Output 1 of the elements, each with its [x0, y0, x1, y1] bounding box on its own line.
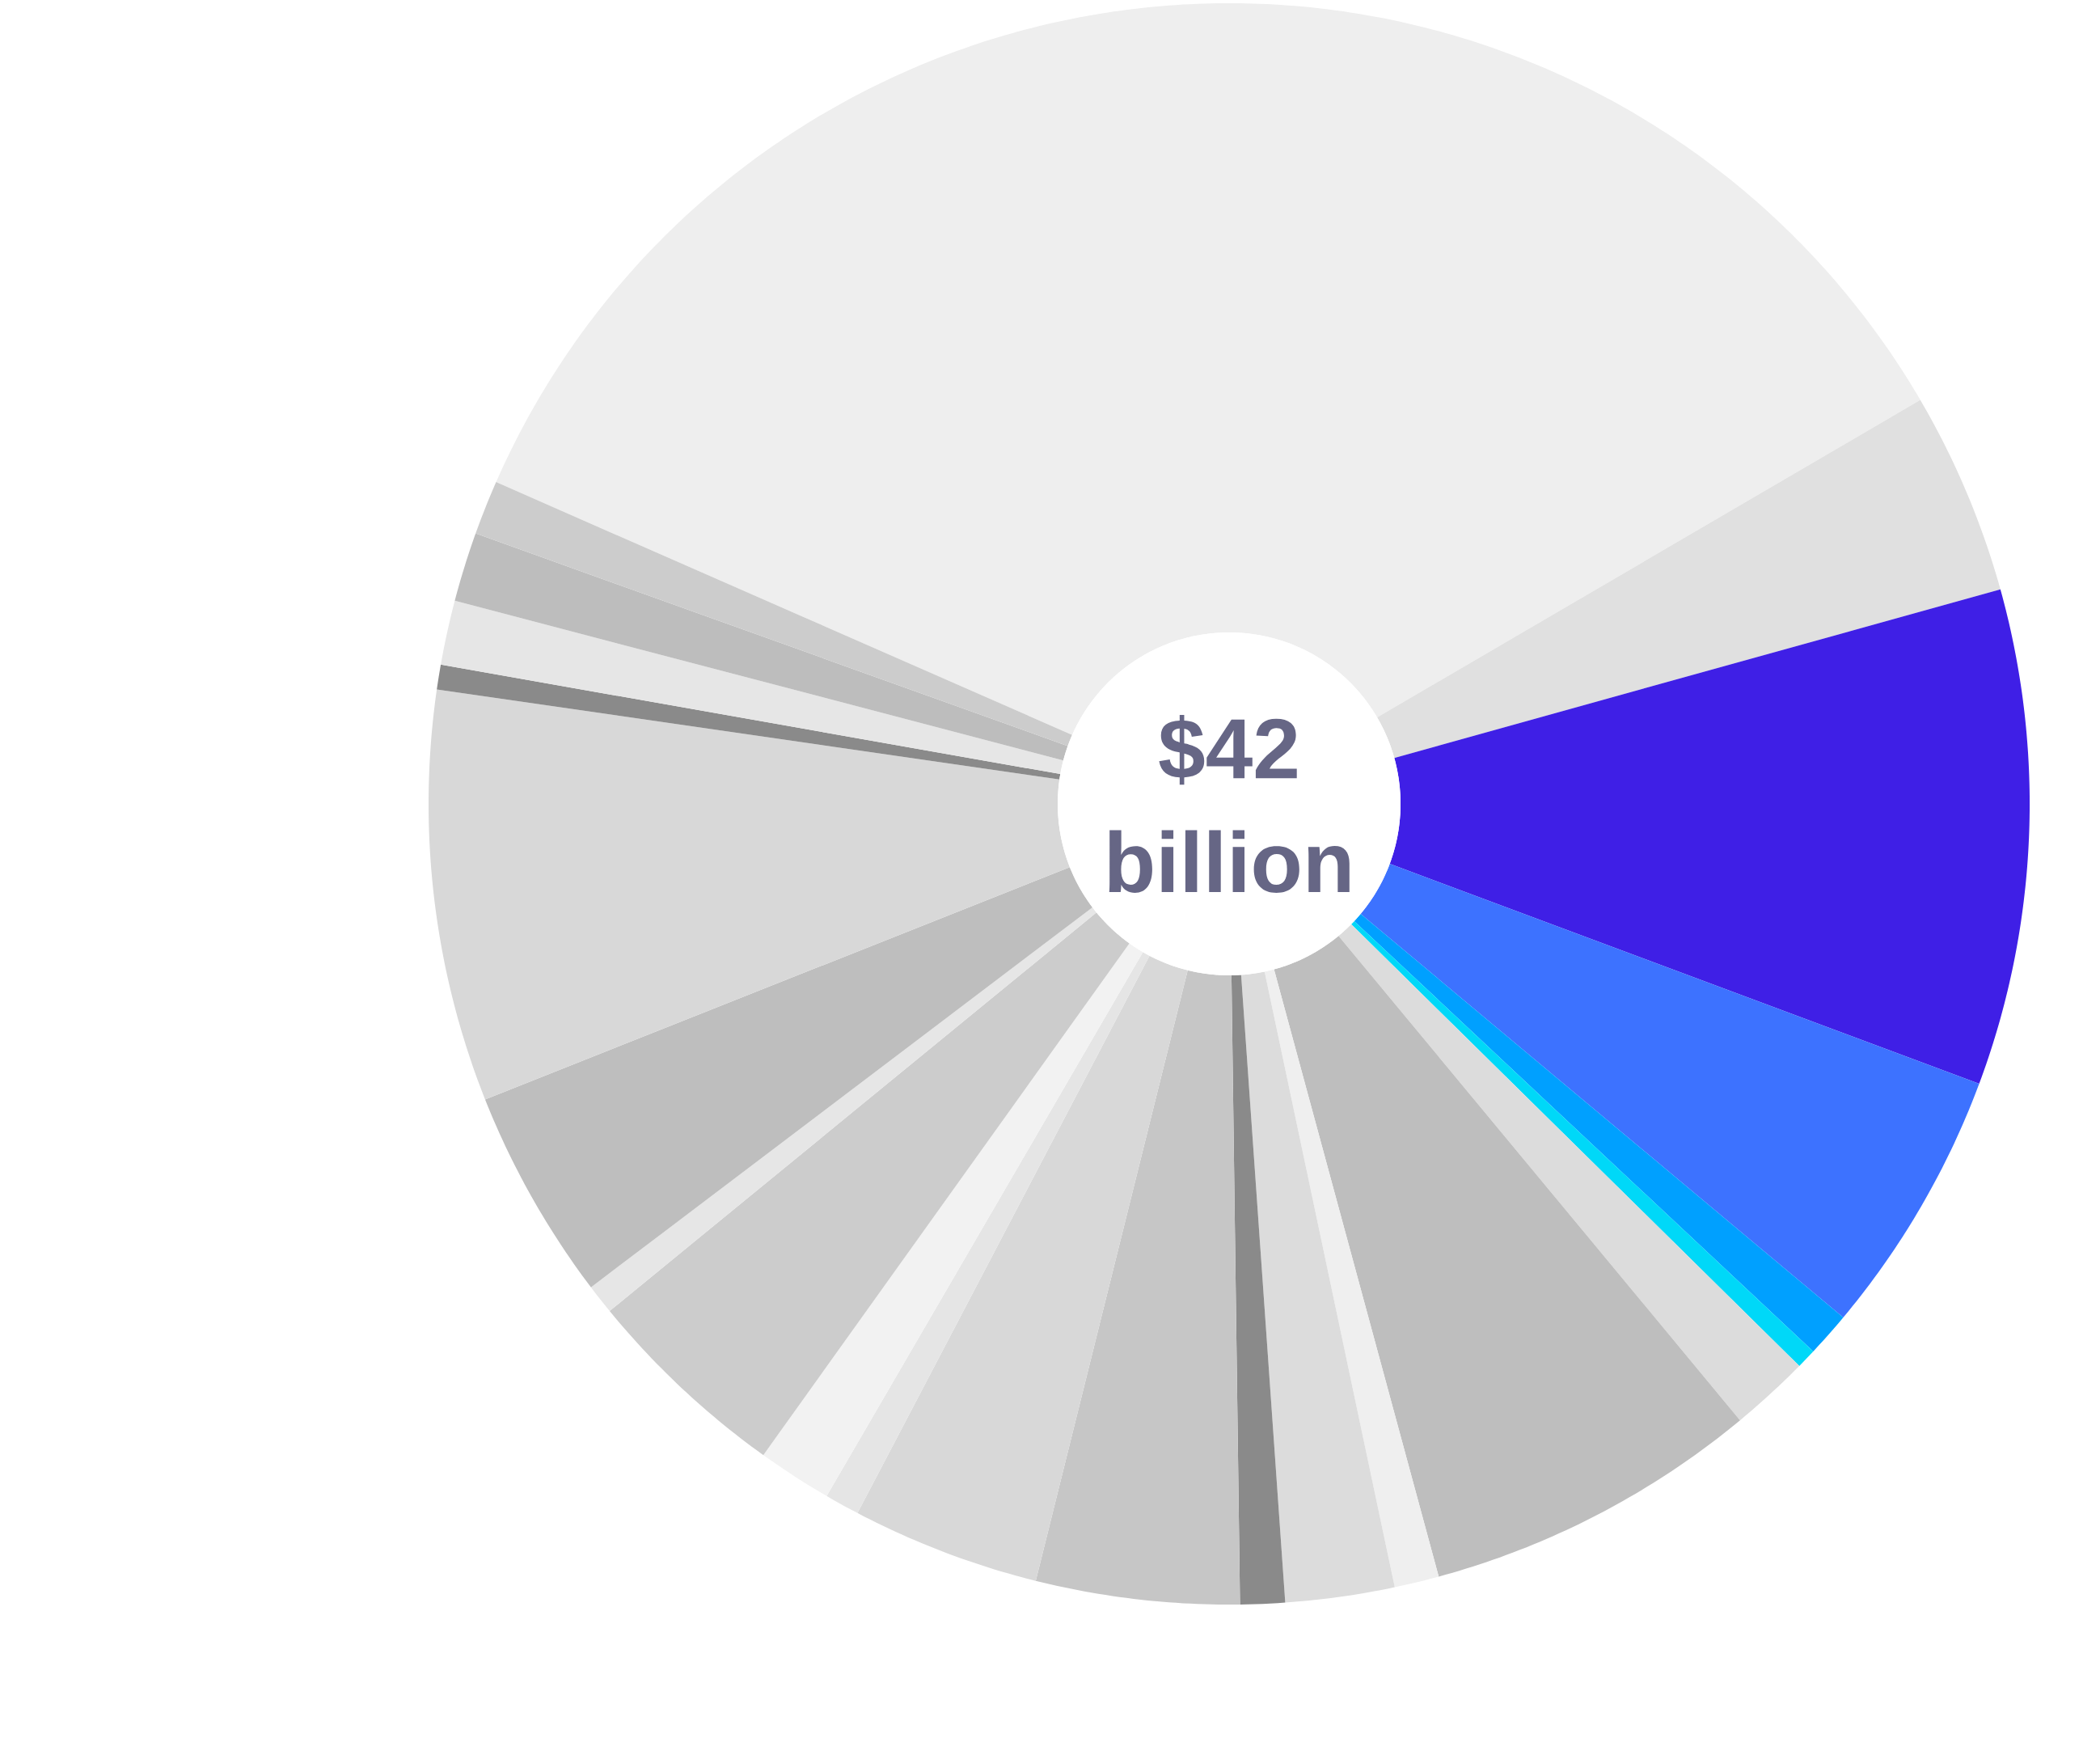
text: $42 billion: [1109, 715, 1350, 893]
